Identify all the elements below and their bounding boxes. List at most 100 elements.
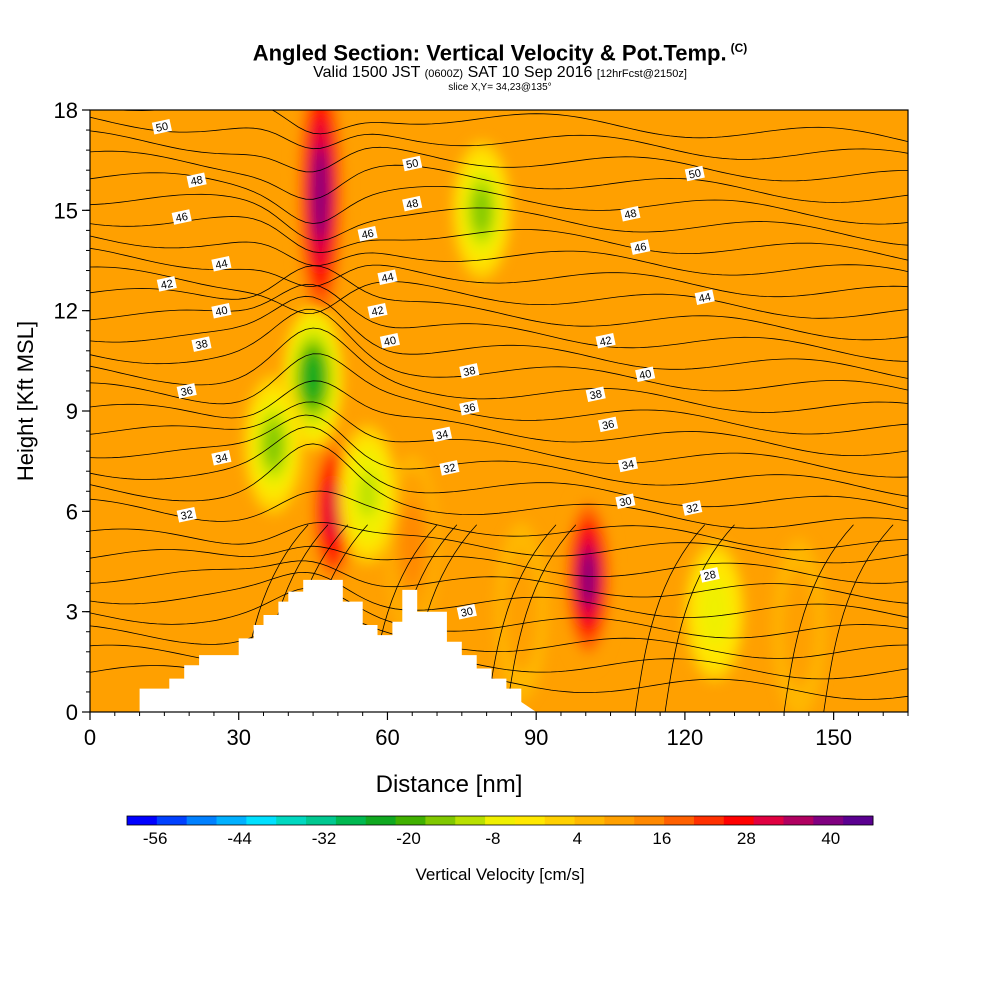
isentrope-line <box>90 571 908 618</box>
colorbar-swatch <box>664 816 695 825</box>
isentrope-line <box>90 172 908 225</box>
isentrope-line <box>90 401 908 478</box>
contour-label-bg <box>635 366 656 382</box>
isentrope-line <box>506 524 577 712</box>
colorbar-swatch <box>455 816 486 825</box>
colorbar-tick-label: -8 <box>485 829 500 848</box>
contour-label-text: 48 <box>623 208 637 222</box>
isentrope-line <box>90 130 908 182</box>
colorbar-swatch <box>813 816 844 825</box>
contour-label: 38 <box>191 336 212 352</box>
x-tick-label: 90 <box>524 725 548 750</box>
contour-label-text: 48 <box>190 174 204 188</box>
chart-title: Angled Section: Vertical Velocity & Pot.… <box>0 36 1000 65</box>
colorbar-swatch <box>306 816 337 825</box>
contour-label-text: 40 <box>638 368 652 382</box>
isentrope-line <box>823 524 894 712</box>
isentrope-line <box>90 327 908 413</box>
y-axis-label: Height [Kft MSL] <box>13 321 38 481</box>
colorbar-swatch <box>186 816 218 825</box>
contour-label-text: 34 <box>435 428 449 442</box>
colorbar-swatch <box>395 816 426 825</box>
contour-label: 34 <box>617 456 638 473</box>
colorbar-swatch <box>156 816 188 825</box>
isentrope-line <box>90 560 908 604</box>
x-tick-label: 120 <box>667 725 704 750</box>
velocity-level <box>358 472 378 518</box>
isentrope-line <box>90 414 908 497</box>
contour-label: 50 <box>684 165 705 182</box>
isentrope-line <box>90 266 908 319</box>
contour-label-bg <box>367 302 388 319</box>
contour-label: 42 <box>595 333 616 349</box>
colorbar-tick-label: 16 <box>652 829 671 848</box>
valid-utc: (0600Z) <box>424 68 464 81</box>
x-tick-label: 0 <box>84 725 96 750</box>
isentrope-lines <box>90 110 908 712</box>
contour-label-bg <box>459 399 480 416</box>
contour-label-bg <box>211 256 232 272</box>
contour-label-bg <box>151 118 172 135</box>
isentrope-line <box>664 524 735 712</box>
colorbar-label: Vertical Velocity [cm/s] <box>415 865 584 884</box>
isentrope-line <box>783 524 854 712</box>
isentrope-line <box>90 150 908 203</box>
chart-subtitle: Valid 1500 JST (0600Z) SAT 10 Sep 2016 [… <box>0 65 1000 82</box>
isentrope-line <box>90 609 908 659</box>
contour-label-bg <box>211 302 232 319</box>
colorbar-swatch <box>514 816 546 825</box>
velocity-feature-updraft <box>386 454 439 635</box>
colorbar-swatch <box>634 816 665 825</box>
colorbar-swatch <box>574 816 605 825</box>
contour-label: 42 <box>367 302 388 319</box>
colorbar-swatch <box>783 816 814 825</box>
contour-label-text: 28 <box>703 569 717 583</box>
vertical-velocity-field: 50 50 50 48 48 48 46 46 46 44 44 44 42 42 42 40 40 40 38 38… <box>90 110 908 712</box>
contour-label-bg <box>377 269 398 285</box>
contour-label-text: 34 <box>621 458 635 472</box>
contour-label-bg <box>439 460 460 476</box>
colorbar-swatch <box>127 816 158 825</box>
contour-label-bg <box>379 333 400 349</box>
x-tick-label: 60 <box>375 725 399 750</box>
contour-label: 42 <box>156 276 177 292</box>
isentrope-line <box>90 216 908 261</box>
contour-label-bg <box>699 567 720 583</box>
contour-label: 32 <box>439 460 460 476</box>
contour-label: 48 <box>186 172 207 188</box>
contour-label-text: 30 <box>618 495 632 509</box>
velocity-feature-downdraft <box>684 541 745 682</box>
colorbar-swatch <box>604 816 635 825</box>
x-tick-label: 150 <box>815 725 852 750</box>
velocity-level <box>324 482 342 541</box>
contour-label-bg <box>682 500 703 516</box>
colorbar-swatch <box>723 816 755 825</box>
contour-label-bg <box>176 506 197 523</box>
y-tick-label: 9 <box>66 399 78 424</box>
isentrope-line <box>117 110 908 142</box>
isentrope-line <box>90 308 908 392</box>
y-tick-label: 3 <box>66 600 78 625</box>
contour-label: 32 <box>176 506 197 523</box>
contour-label: 36 <box>598 416 619 433</box>
contour-label-bg <box>402 155 423 172</box>
contour-label-text: 44 <box>380 271 394 285</box>
valid-label: Valid 1500 JST <box>313 64 421 82</box>
forecast-info: [12hrFcst@2150z] <box>596 68 687 81</box>
contour-label: 46 <box>171 209 192 225</box>
colorbar-swatch <box>276 816 307 825</box>
contour-label-bg <box>211 450 232 466</box>
contour-label: 46 <box>357 225 378 242</box>
contour-label: 36 <box>459 399 480 416</box>
velocity-level <box>312 145 329 242</box>
isentrope-line <box>90 235 908 276</box>
colorbar-tick-label: -44 <box>227 829 252 848</box>
contour-label: 46 <box>630 239 651 255</box>
contour-label: 34 <box>431 426 453 443</box>
contour-label-bg <box>620 205 641 222</box>
contour-label-text: 42 <box>599 335 613 349</box>
x-axis-label: Distance [nm] <box>376 771 523 798</box>
valid-date: SAT 10 Sep 2016 <box>467 64 593 82</box>
